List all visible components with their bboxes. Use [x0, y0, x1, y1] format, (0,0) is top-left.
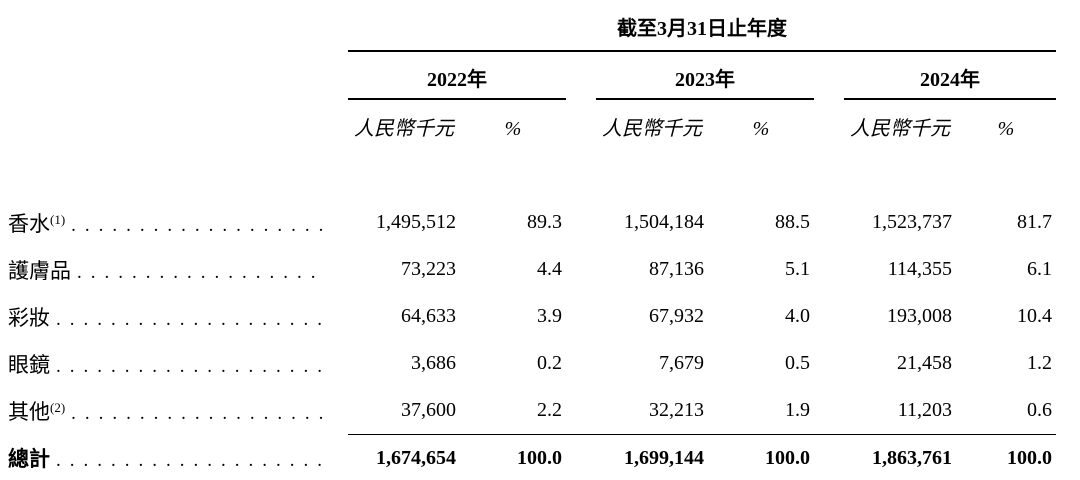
total-percent-2024: 100.0: [1007, 446, 1052, 469]
amount-2022: 1,495,512: [376, 211, 456, 233]
footnote-marker: (2): [50, 399, 66, 415]
dot-leader: [71, 403, 324, 425]
table-total-row: 總計 1,674,654 100.0 1,699,144 100.0 1,863…: [8, 435, 1064, 480]
row-label-cell: 彩妝: [8, 302, 348, 332]
row-label-cell: 眼鏡: [8, 349, 348, 379]
row-label: 香水: [8, 211, 50, 236]
amount-2023: 1,504,184: [624, 211, 704, 233]
table-subheader-row: 人民幣千元 % 人民幣千元 % 人民幣千元 %: [8, 100, 1064, 141]
subtotal-rule: [348, 434, 1056, 435]
percent-2024: 0.6: [1027, 399, 1052, 421]
table-row: 其他(2) 37,600 2.2 32,213 1.9 11,203 0.6: [8, 387, 1064, 434]
col-header-amount-2024: 人民幣千元: [850, 118, 950, 140]
amount-2023: 87,136: [649, 258, 704, 280]
dot-leader: [56, 356, 324, 378]
col-header-percent-2022: %: [504, 118, 522, 140]
amount-2022: 64,633: [401, 305, 456, 327]
percent-2023: 0.5: [785, 352, 810, 374]
table-row: 眼鏡 3,686 0.2 7,679 0.5 21,458 1.2: [8, 340, 1064, 387]
col-header-percent-2023: %: [752, 118, 770, 140]
col-header-percent-2024: %: [997, 118, 1015, 140]
table-row: 香水(1) 1,495,512 89.3 1,504,184 88.5 1,52…: [8, 199, 1064, 246]
col-header-amount-2023: 人民幣千元: [602, 118, 702, 140]
row-label: 眼鏡: [8, 352, 50, 377]
amount-2024: 193,008: [887, 305, 952, 327]
row-label: 護膚品: [8, 258, 71, 283]
table-period-header-row: 截至3月31日止年度: [8, 12, 1064, 52]
amount-2023: 32,213: [649, 399, 704, 421]
amount-2022: 37,600: [401, 399, 456, 421]
percent-2022: 2.2: [537, 399, 562, 421]
percent-2023: 5.1: [785, 258, 810, 280]
amount-2024: 11,203: [897, 399, 952, 421]
amount-2024: 114,355: [887, 258, 952, 280]
amount-2023: 67,932: [649, 305, 704, 327]
dot-leader: [56, 450, 324, 472]
table-year-header-row: 2022年 2023年 2024年: [8, 52, 1064, 100]
col-header-amount-2022: 人民幣千元: [354, 118, 454, 140]
table-body: 香水(1) 1,495,512 89.3 1,504,184 88.5 1,52…: [8, 199, 1064, 480]
total-label-cell: 總計: [8, 443, 348, 473]
dot-leader: [56, 309, 324, 331]
dot-leader: [77, 262, 324, 284]
total-amount-2024: 1,863,761: [872, 446, 952, 469]
total-percent-2023: 100.0: [765, 446, 810, 469]
amount-2022: 3,686: [411, 352, 456, 374]
amount-2024: 1,523,737: [872, 211, 952, 233]
table-row: 護膚品 73,223 4.4 87,136 5.1 114,355 6.1: [8, 246, 1064, 293]
row-label-cell: 其他 (2): [8, 396, 348, 426]
percent-2024: 10.4: [1017, 305, 1052, 327]
total-amount-2022: 1,674,654: [376, 446, 456, 469]
total-amount-2023: 1,699,144: [624, 446, 704, 469]
year-header-2023: 2023年: [596, 52, 814, 100]
dot-leader: [71, 215, 324, 237]
amount-2022: 73,223: [401, 258, 456, 280]
row-label-cell: 護膚品: [8, 255, 348, 285]
row-label: 彩妝: [8, 305, 50, 330]
period-header: 截至3月31日止年度: [348, 12, 1056, 52]
percent-2024: 81.7: [1017, 211, 1052, 233]
footnote-marker: (1): [50, 211, 66, 227]
percent-2023: 4.0: [785, 305, 810, 327]
total-label: 總計: [8, 447, 50, 471]
row-label: 其他: [8, 399, 50, 424]
table-row: 彩妝 64,633 3.9 67,932 4.0 193,008 10.4: [8, 293, 1064, 340]
percent-2022: 4.4: [537, 258, 562, 280]
amount-2024: 21,458: [897, 352, 952, 374]
year-header-2024: 2024年: [844, 52, 1056, 100]
total-percent-2022: 100.0: [517, 446, 562, 469]
percent-2022: 3.9: [537, 305, 562, 327]
year-header-2022: 2022年: [348, 52, 566, 100]
amount-2023: 7,679: [659, 352, 704, 374]
percent-2022: 89.3: [527, 211, 562, 233]
percent-2022: 0.2: [537, 352, 562, 374]
percent-2024: 1.2: [1027, 352, 1052, 374]
subtotal-rule-row: [8, 434, 1064, 435]
percent-2023: 88.5: [775, 211, 810, 233]
row-label-cell: 香水 (1): [8, 208, 348, 238]
percent-2023: 1.9: [785, 399, 810, 421]
percent-2024: 6.1: [1027, 258, 1052, 280]
